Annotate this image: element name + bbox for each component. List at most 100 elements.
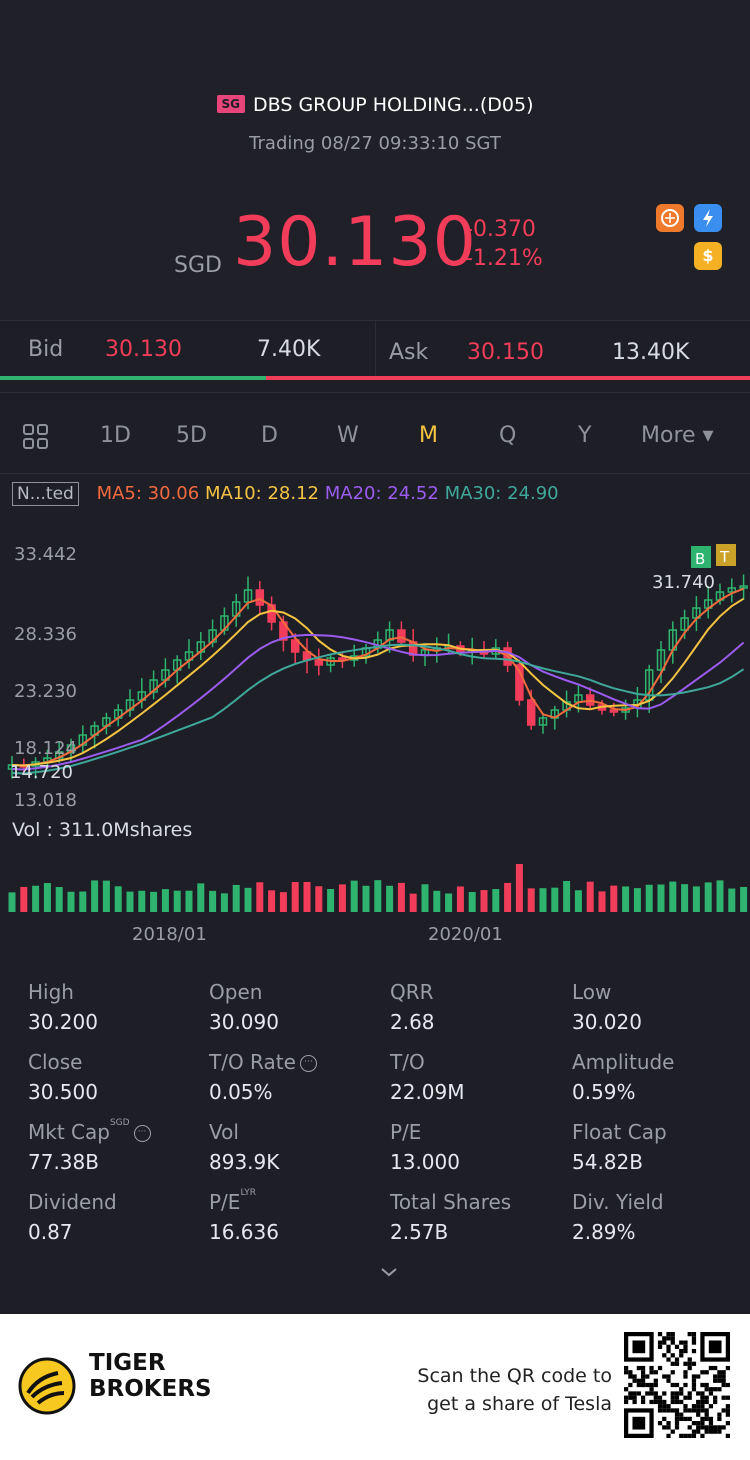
info-icon[interactable]: ··· xyxy=(299,1055,317,1072)
volume-bar xyxy=(433,890,441,912)
volume-bar xyxy=(232,884,240,912)
stat-item: Open 30.090 xyxy=(209,980,379,1034)
volume-bar xyxy=(586,881,594,912)
buy-marker-label: B xyxy=(695,550,705,568)
brand-line: BROKERS xyxy=(89,1376,212,1402)
tab-w[interactable]: W xyxy=(337,423,359,448)
volume-bar xyxy=(291,881,299,912)
ask-size: 13.40K xyxy=(612,340,690,365)
candle-body xyxy=(314,659,324,666)
adjustment-selector[interactable]: N...ted xyxy=(12,482,79,506)
stat-item: Low 30.020 xyxy=(572,980,742,1034)
ask-ratio-bar xyxy=(266,376,750,380)
volume-bar xyxy=(480,890,488,912)
stat-value: 0.05% xyxy=(209,1080,273,1104)
stat-item: Float Cap 54.82B xyxy=(572,1120,742,1174)
stat-item: High 30.200 xyxy=(28,980,198,1034)
ask-price: 30.150 xyxy=(467,340,544,365)
candle-body xyxy=(538,717,548,726)
ma5-label: MA5: 30.06 xyxy=(96,483,200,504)
stat-item: Close 30.500 xyxy=(28,1050,198,1104)
tiger-icon[interactable] xyxy=(656,204,684,232)
volume-bar xyxy=(515,863,523,912)
ma10-line xyxy=(11,597,745,767)
volume-bar xyxy=(539,888,547,912)
stat-label-text: P/E xyxy=(390,1120,422,1144)
stat-value: 0.59% xyxy=(572,1080,636,1104)
stat-value: 0.87 xyxy=(28,1220,73,1244)
stat-item: T/O 22.09M xyxy=(390,1050,560,1104)
chevron-down-icon[interactable] xyxy=(379,1262,399,1282)
currency-label: SGD xyxy=(174,253,222,278)
info-icon[interactable]: ··· xyxy=(133,1125,151,1142)
volume-bar xyxy=(409,893,417,912)
volume-bar xyxy=(150,891,158,912)
volume-bar xyxy=(574,890,582,912)
scan-line: get a share of Tesla xyxy=(427,1393,612,1415)
volume-bar xyxy=(244,887,252,912)
volume-bar xyxy=(669,881,677,912)
volume-bar xyxy=(362,885,370,912)
volume-bar xyxy=(563,880,571,912)
stat-value: 22.09M xyxy=(390,1080,465,1104)
bid-ask-panel: Bid 30.130 7.40K Ask 30.150 13.40K xyxy=(0,320,750,379)
tab-more[interactable]: More ▾ xyxy=(641,423,714,448)
stat-item: T/O Rate ··· 0.05% xyxy=(209,1050,379,1104)
x-tick-label: 2018/01 xyxy=(132,924,207,945)
ask-label: Ask xyxy=(389,340,429,365)
candle-body xyxy=(727,587,737,593)
volume-bar xyxy=(551,887,559,912)
bid-label: Bid xyxy=(28,337,64,362)
volume-bar xyxy=(279,892,287,912)
volume-bar xyxy=(315,886,323,912)
grid-layout-icon[interactable] xyxy=(22,423,50,455)
period-tabs: 1D 5D D W M Q Y More ▾ xyxy=(0,392,750,474)
volume-bar xyxy=(728,888,736,912)
volume-bar xyxy=(20,886,28,912)
ma5-line xyxy=(11,587,744,767)
price-change: -0.370 -1.21% xyxy=(465,215,543,273)
stat-value: 16.636 xyxy=(209,1220,279,1244)
volume-bar xyxy=(91,880,99,912)
volume-bar xyxy=(645,884,653,912)
x-tick-label: 2020/01 xyxy=(428,924,503,945)
stat-label-text: T/O xyxy=(390,1050,425,1074)
stat-label: High xyxy=(28,980,198,1004)
stat-label-text: QRR xyxy=(390,980,434,1004)
volume-bar xyxy=(102,880,110,912)
candle-body xyxy=(290,639,300,653)
quote-header: SG DBS GROUP HOLDING...(D05) Trading 08/2… xyxy=(0,0,750,320)
candle-body xyxy=(739,585,748,589)
stat-label: Close xyxy=(28,1050,198,1074)
volume-bar xyxy=(421,884,429,912)
stat-label: T/O Rate ··· xyxy=(209,1050,379,1074)
tab-q[interactable]: Q xyxy=(499,423,517,448)
volume-bar xyxy=(445,893,453,912)
tab-5d[interactable]: 5D xyxy=(176,423,207,448)
stat-label: Low xyxy=(572,980,742,1004)
price-chart[interactable]: 33.442 28.336 23.230 18.124 13.018 14.72… xyxy=(0,530,750,950)
stat-value: 30.090 xyxy=(209,1010,279,1034)
stat-label: Dividend xyxy=(28,1190,198,1214)
tab-y[interactable]: Y xyxy=(578,423,592,448)
tab-d[interactable]: D xyxy=(261,423,278,448)
stat-label-text: Total Shares xyxy=(390,1190,512,1214)
y-tick-label: 33.442 xyxy=(14,544,77,565)
tab-1d[interactable]: 1D xyxy=(100,423,131,448)
lightning-icon[interactable] xyxy=(694,204,722,232)
stat-label: Open xyxy=(209,980,379,1004)
stat-label-text: Float Cap xyxy=(572,1120,667,1144)
dollar-icon[interactable]: $ xyxy=(694,242,722,270)
tab-m[interactable]: M xyxy=(419,423,438,448)
stat-item: P/ELYR 16.636 xyxy=(209,1188,379,1244)
stat-label-text: High xyxy=(28,980,74,1004)
y-tick-label: 13.018 xyxy=(14,790,77,811)
volume-bar xyxy=(55,887,63,912)
volume-bar xyxy=(209,890,217,912)
volume-bar xyxy=(740,886,748,912)
volume-bar xyxy=(256,882,264,912)
y-tick-label: 28.336 xyxy=(14,624,77,645)
stat-label: QRR xyxy=(390,980,560,1004)
volume-bar xyxy=(716,880,724,912)
stock-title: SG DBS GROUP HOLDING...(D05) xyxy=(0,94,750,116)
